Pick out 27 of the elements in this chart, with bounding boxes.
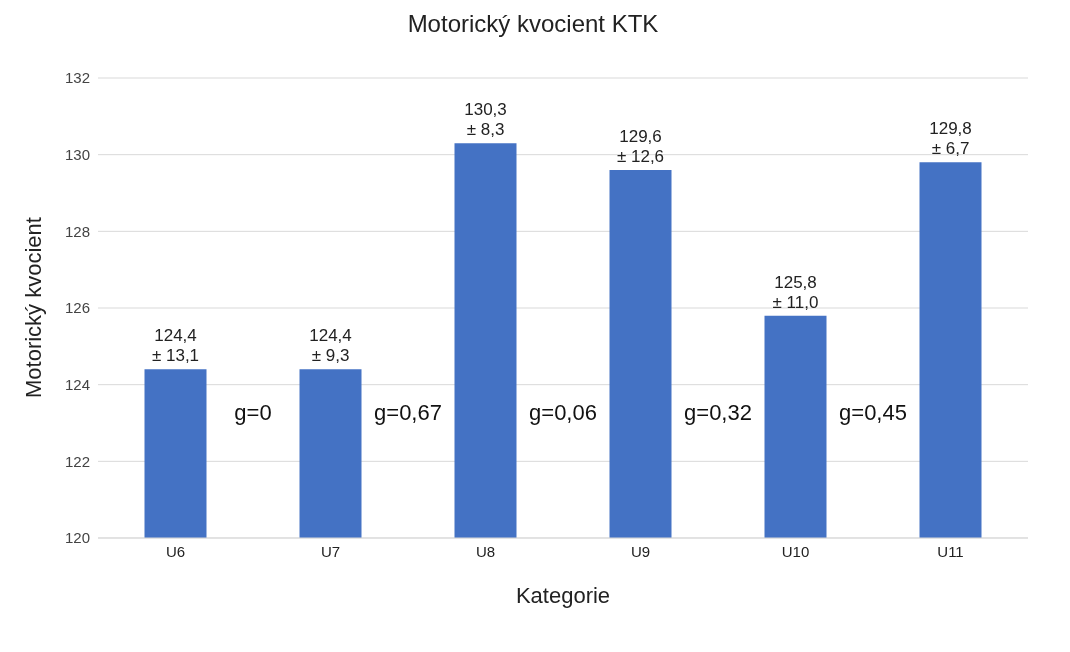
data-label: 124,4 ± 13,1 xyxy=(151,326,200,366)
y-tick-label: 128 xyxy=(64,222,90,240)
chart-title: Motorický kvocient KTK xyxy=(406,10,660,38)
y-tick-label: 132 xyxy=(64,69,90,87)
y-tick-label: 120 xyxy=(64,529,90,547)
annotation: g=0,67 xyxy=(373,400,443,426)
data-label: 125,8 ± 11,0 xyxy=(772,272,819,312)
annotation: g=0,06 xyxy=(528,400,598,426)
x-tick-label: U8 xyxy=(475,542,496,560)
data-label: 129,6 ± 12,6 xyxy=(616,127,665,166)
y-tick-label: 124 xyxy=(64,375,90,393)
y-tick-label: 130 xyxy=(64,145,90,163)
y-tick-label: 126 xyxy=(64,299,90,317)
x-tick-label: U10 xyxy=(781,542,810,560)
annotation: g=0 xyxy=(233,400,273,426)
x-tick-label: U9 xyxy=(630,542,651,560)
annotation: g=0,32 xyxy=(683,400,753,426)
x-tick-label: U6 xyxy=(165,542,186,560)
x-tick-label: U7 xyxy=(320,542,341,560)
data-label: 124,4 ± 9,3 xyxy=(309,326,352,366)
y-tick-label: 122 xyxy=(64,452,90,470)
data-label: 129,8 ± 6,7 xyxy=(929,119,972,159)
y-axis-title: Motorický kvocient xyxy=(20,217,46,398)
annotation: g=0,45 xyxy=(838,400,908,426)
x-tick-label: U11 xyxy=(937,542,964,560)
data-label: 130,3 ± 8,3 xyxy=(464,100,507,140)
x-axis-title: Kategorie xyxy=(515,583,611,608)
